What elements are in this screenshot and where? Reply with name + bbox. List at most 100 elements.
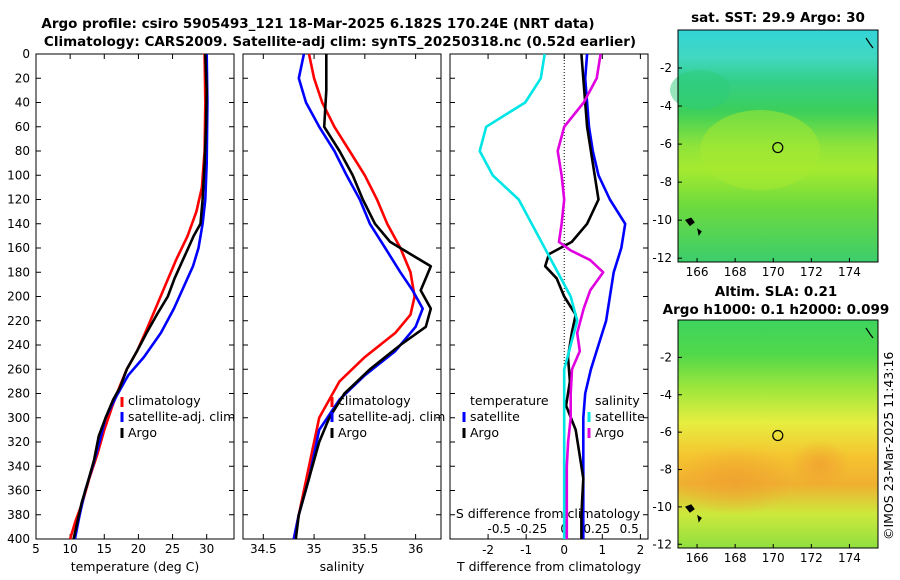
title-line-1: Argo profile: csiro 5905493_121 18-Mar-2…: [41, 16, 594, 32]
sla-map-ytick-label: -4: [660, 388, 672, 402]
sla-map-xtick-label: 168: [724, 551, 747, 565]
sla-map-coastline: [685, 327, 874, 523]
sla-hot-patch-2: [790, 440, 850, 490]
depth-tick-label: 120: [7, 193, 30, 207]
temperature-xtick-label: 15: [97, 542, 112, 556]
depth-tick-label: 280: [7, 387, 30, 401]
map2-title-a: Altim. SLA: 0.21: [715, 284, 837, 300]
depth-tick-label: 200: [7, 290, 30, 304]
depth-tick-label: 360: [7, 484, 30, 498]
temperature-panel: 5 10 15 20 25 3002040608010012014016018020022…: [7, 47, 235, 574]
salinity-xtick-label: 35.5: [351, 542, 378, 556]
legend-argo-2: Argo: [338, 425, 367, 440]
temperature-xtick-label: 20: [131, 542, 146, 556]
difference-xlabel: T difference from climatology: [456, 559, 642, 574]
depth-tick-label: 340: [7, 459, 30, 473]
difference-xtick-label: 2: [637, 543, 645, 557]
sla-map-xtick-label: 170: [762, 551, 785, 565]
legend-salinity-heading: salinity: [595, 393, 640, 408]
depth-tick-label: 100: [7, 168, 30, 182]
depth-tick-label: 260: [7, 362, 30, 376]
sla-hot-patch: [675, 445, 795, 515]
depth-tick-label: 380: [7, 508, 30, 522]
s-tick-label: 0.25: [583, 522, 610, 536]
temperature-axes-box: [35, 53, 235, 540]
s-tick-label: 0.5: [620, 522, 639, 536]
sst-map-xtick-label: 166: [686, 265, 709, 279]
legend-climatology-2: climatology: [338, 393, 411, 408]
depth-tick-label: 300: [7, 411, 30, 425]
map1-title: sat. SST: 29.9 Argo: 30: [691, 10, 865, 26]
sla-map-xtick-label: 174: [838, 551, 861, 565]
s-tick-label: -0.5: [488, 522, 511, 536]
difference-panel: -2 -1 0 1 2 T difference from climatology S di…: [449, 53, 649, 574]
temperature-xtick-label: 30: [199, 542, 214, 556]
series-salinity-satellite: [478, 53, 579, 539]
sst-map-argo-position-marker: [772, 141, 784, 154]
legend-s-argo: Argo: [595, 425, 624, 440]
salinity-xtick-label: 35: [306, 542, 321, 556]
sla-map-frame: [677, 319, 879, 549]
temperature-xtick-label: 5: [32, 542, 40, 556]
sst-map-ytick-label: -6: [660, 137, 672, 151]
depth-tick-label: 160: [7, 241, 30, 255]
depth-tick-label: 20: [15, 71, 30, 85]
salinity-axes-box: [242, 53, 442, 540]
s-tick-label: -0.25: [516, 522, 547, 536]
salinity-legend: climatology satellite-adj. clim Argo: [330, 393, 445, 440]
legend-t-satellite: satellite: [470, 409, 520, 424]
depth-tick-label: 40: [15, 96, 30, 110]
sla-map-ytick-label: -6: [660, 425, 672, 439]
series-salinity-Argo: [556, 53, 605, 539]
difference-xtick-label: -2: [482, 543, 494, 557]
salinity-panel: 34.5 35 35.5 36 salinity: [242, 53, 442, 574]
depth-tick-label: 240: [7, 338, 30, 352]
legend-t-argo: Argo: [470, 425, 499, 440]
series-temperature-Argo: [543, 53, 600, 539]
sla-map-ytick-label: -8: [660, 463, 672, 477]
sst-map: 166 168 170 172 174 -2 -4 -6 -8 -10 -12: [652, 29, 879, 279]
sla-map-ytick-label: -2: [660, 350, 672, 364]
depth-tick-label: 140: [7, 217, 30, 231]
legend-argo: Argo: [128, 425, 157, 440]
legend-satellite-adj: satellite-adj. clim: [128, 409, 235, 424]
depth-tick-label: 60: [15, 120, 30, 134]
difference-legend: temperature satellite Argo salinity sate…: [462, 393, 645, 440]
salinity-series-climatology: [292, 53, 416, 540]
sst-warm-patch: [700, 110, 820, 190]
temperature-xtick-label: 25: [165, 542, 180, 556]
sla-map: 166 168 170 172 174 -2 -4 -6 -8 -10 -12: [652, 319, 879, 565]
sst-map-frame: [677, 29, 879, 263]
difference-xtick-label: -1: [520, 543, 532, 557]
difference-axes-box: [449, 53, 649, 540]
sst-map-xtick-label: 170: [762, 265, 785, 279]
depth-tick-label: 220: [7, 314, 30, 328]
sla-field: [678, 320, 878, 548]
sst-map-coastline: [685, 37, 874, 237]
salinity-xlabel: salinity: [320, 559, 365, 574]
sla-map-xtick-label: 166: [686, 551, 709, 565]
temperature-xtick-label: 10: [62, 542, 77, 556]
sst-map-xtick-label: 174: [838, 265, 861, 279]
salinity-series-Argo: [294, 54, 433, 540]
sst-map-ytick-label: -4: [660, 99, 672, 113]
sst-map-xtick-label: 172: [800, 265, 823, 279]
temperature-series-Argo: [72, 53, 208, 540]
depth-tick-label: 80: [15, 144, 30, 158]
salinity-xtick-label: 34.5: [250, 542, 277, 556]
sst-map-xtick-label: 168: [724, 265, 747, 279]
temperature-legend: climatology satellite-adj. clim Argo: [120, 393, 235, 440]
sla-map-ytick-label: -10: [652, 500, 672, 514]
temperature-xlabel: temperature (deg C): [71, 559, 200, 574]
title-line-2: Climatology: CARS2009. Satellite-adj cli…: [44, 34, 636, 50]
legend-s-satellite: satellite: [595, 409, 645, 424]
sst-map-ytick-label: -12: [652, 251, 672, 265]
sla-map-xtick-label: 172: [800, 551, 823, 565]
salinity-series-satellite-adj--clim: [292, 53, 425, 540]
sla-map-argo-position-marker: [772, 429, 784, 442]
legend-temperature-heading: temperature: [470, 393, 549, 408]
difference-xtick-label: 1: [598, 543, 606, 557]
s-difference-label: S difference from climatology: [456, 506, 641, 521]
